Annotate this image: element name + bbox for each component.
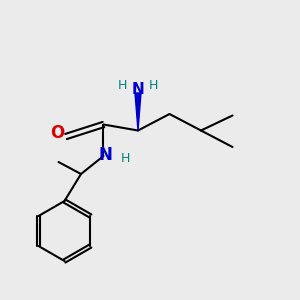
Polygon shape xyxy=(135,93,141,130)
Text: H: H xyxy=(149,79,158,92)
Text: H: H xyxy=(120,152,130,166)
Text: N: N xyxy=(132,82,144,98)
Text: O: O xyxy=(50,124,64,142)
Text: N: N xyxy=(98,146,112,164)
Text: H: H xyxy=(118,79,127,92)
